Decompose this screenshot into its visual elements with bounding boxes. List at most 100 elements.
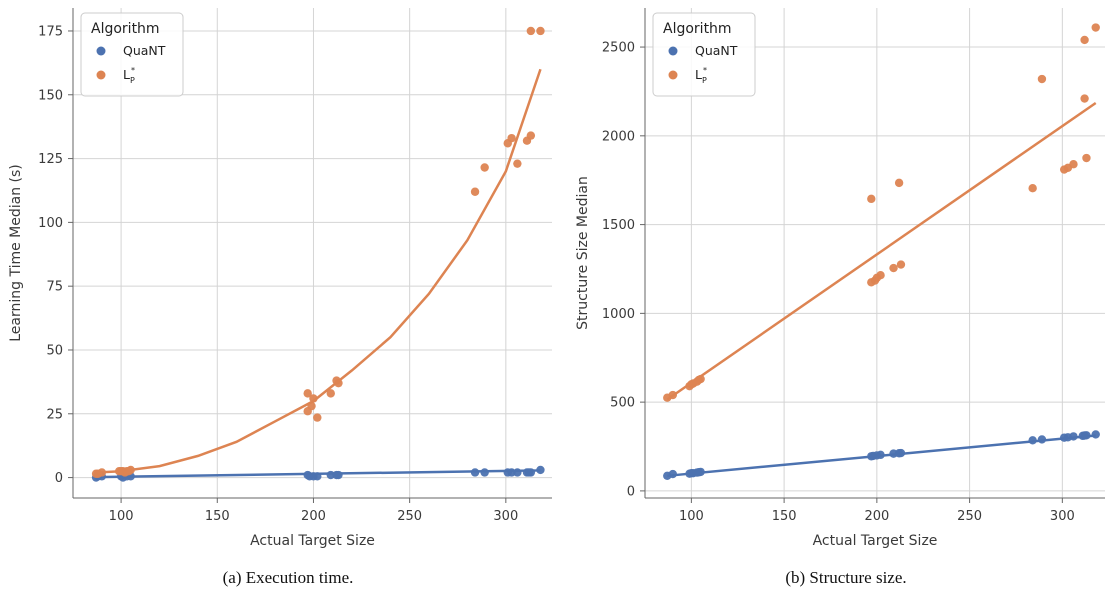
legend-marker — [668, 46, 678, 56]
data-point-lp — [1080, 94, 1089, 103]
y-tick-label: 500 — [610, 396, 635, 411]
legend-entry-superscript: * — [703, 66, 707, 75]
data-point-lp — [303, 389, 312, 398]
legend-entry: QuaNT — [695, 43, 738, 58]
data-point-quant — [536, 465, 545, 475]
legend-marker — [668, 70, 678, 80]
y-tick-label: 1500 — [602, 218, 635, 233]
y-tick-label: 0 — [627, 484, 635, 499]
legend-marker — [96, 46, 106, 56]
data-point-lp — [1091, 23, 1100, 32]
data-point-quant — [526, 468, 536, 477]
caption-b: (b) Structure size. — [785, 568, 907, 587]
x-tick-label: 250 — [957, 509, 982, 524]
legend-entry-label: QuaNT — [123, 43, 166, 58]
legend-entry: L* P — [695, 66, 707, 85]
data-point-quant — [1028, 436, 1037, 445]
data-point-lp — [894, 178, 904, 188]
data-point-lp — [696, 374, 705, 384]
data-point-quant — [470, 468, 480, 477]
y-tick-label: 25 — [46, 407, 63, 422]
data-point-lp — [889, 263, 898, 273]
y-axis-label: Learning Time Median (s) — [8, 164, 24, 342]
data-point-quant — [1069, 432, 1078, 441]
chart-panel-execution-time: 100 150 200 250 300 0 25 50 75 100 125 150 175 Actual… — [8, 8, 552, 549]
data-point-lp — [536, 26, 545, 36]
data-point-lp — [1069, 160, 1078, 169]
y-tick-label: 175 — [38, 24, 63, 39]
data-point-lp — [307, 401, 316, 411]
data-point-lp — [507, 133, 516, 143]
legend-title: Algorithm — [91, 21, 160, 37]
legend-entry-label: QuaNT — [695, 43, 738, 58]
x-tick-label: 100 — [109, 509, 134, 524]
data-point-quant — [1091, 430, 1100, 439]
data-point-lp — [326, 389, 335, 398]
data-point-lp — [1028, 183, 1037, 193]
data-point-lp — [334, 378, 343, 388]
data-point-lp — [1080, 35, 1089, 45]
data-point-quant — [513, 468, 522, 477]
data-point-lp — [513, 159, 522, 168]
data-point-quant — [696, 467, 705, 477]
data-point-quant — [1037, 435, 1047, 444]
data-point-quant — [507, 468, 516, 477]
data-point-quant — [334, 470, 343, 480]
legend-entry-label: L — [123, 67, 130, 82]
legend-entry: QuaNT — [123, 43, 166, 58]
chart-panel-structure-size: 100 150 200 250 300 0 500 1000 1500 2000 2500 Actua… — [575, 8, 1105, 549]
x-tick-label: 200 — [864, 509, 889, 524]
legend-entry-subscript: P — [130, 76, 135, 85]
data-point-quant — [896, 448, 906, 458]
legend-marker — [96, 70, 106, 80]
data-point-lp — [867, 194, 876, 204]
y-tick-label: 2500 — [602, 41, 635, 56]
y-axis-label: Structure Size Median — [575, 176, 591, 330]
x-axis-label: Actual Target Size — [250, 533, 375, 549]
y-tick-label: 125 — [38, 152, 63, 167]
data-point-quant — [326, 470, 335, 480]
data-point-lp — [126, 465, 135, 475]
data-point-lp — [1037, 74, 1047, 84]
y-tick-label: 2000 — [602, 129, 635, 144]
legend-entry-subscript: P — [702, 76, 707, 85]
data-point-lp — [470, 187, 480, 196]
x-tick-label: 200 — [301, 509, 326, 524]
data-point-lp — [309, 394, 318, 403]
legend-entry-superscript: * — [131, 66, 135, 75]
y-tick-label: 100 — [38, 216, 63, 231]
figure-canvas: 100 150 200 250 300 0 25 50 75 100 125 150 175 Actual… — [8, 8, 1105, 549]
legend-title: Algorithm — [663, 21, 732, 37]
data-point-lp — [876, 270, 885, 280]
y-tick-label: 0 — [55, 471, 63, 486]
data-point-lp — [526, 131, 536, 140]
x-tick-label: 300 — [493, 509, 518, 524]
data-point-lp — [668, 390, 678, 400]
y-tick-label: 75 — [46, 280, 63, 295]
legend-box — [80, 12, 184, 97]
data-point-quant — [313, 472, 322, 481]
x-tick-label: 300 — [1050, 509, 1075, 524]
legend-box — [652, 12, 756, 97]
y-tick-label: 50 — [46, 343, 63, 358]
series-fit-line-lp — [96, 68, 542, 474]
data-point-lp — [526, 26, 536, 36]
legend-entry-label: L — [695, 67, 702, 82]
data-point-quant — [1082, 431, 1091, 440]
y-tick-label: 1000 — [602, 307, 635, 322]
legend-entry: L* P — [123, 66, 135, 85]
data-point-lp — [480, 163, 489, 172]
data-point-lp — [97, 468, 107, 477]
x-tick-label: 250 — [397, 509, 422, 524]
data-point-lp — [1082, 153, 1091, 163]
x-tick-label: 150 — [205, 509, 230, 524]
data-point-quant — [480, 468, 489, 477]
data-point-lp — [313, 413, 322, 422]
data-point-lp — [896, 260, 906, 269]
data-point-quant — [876, 450, 885, 460]
caption-a: (a) Execution time. — [222, 568, 354, 587]
data-point-quant — [668, 469, 678, 479]
series-fit-line-lp — [666, 101, 1097, 401]
y-tick-label: 150 — [38, 88, 63, 103]
x-tick-label: 100 — [679, 509, 704, 524]
